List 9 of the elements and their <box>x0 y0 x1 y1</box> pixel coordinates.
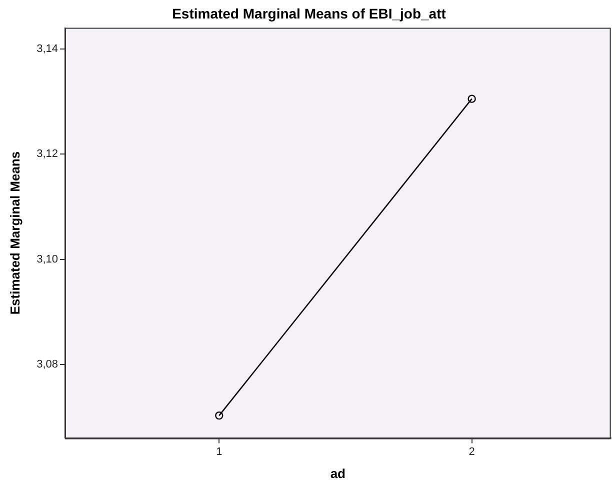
chart-title: Estimated Marginal Means of EBI_job_att <box>172 5 446 22</box>
x-tick-label: 1 <box>216 446 222 458</box>
y-axis-title: Estimated Marginal Means <box>7 151 22 315</box>
y-tick-label: 3,14 <box>36 42 58 55</box>
y-tick-label: 3,10 <box>36 253 58 266</box>
x-axis-title: ad <box>330 466 346 481</box>
x-tick-label: 2 <box>468 446 475 458</box>
y-tick-label: 3,08 <box>36 358 58 371</box>
y-tick-label: 3,12 <box>36 148 58 160</box>
